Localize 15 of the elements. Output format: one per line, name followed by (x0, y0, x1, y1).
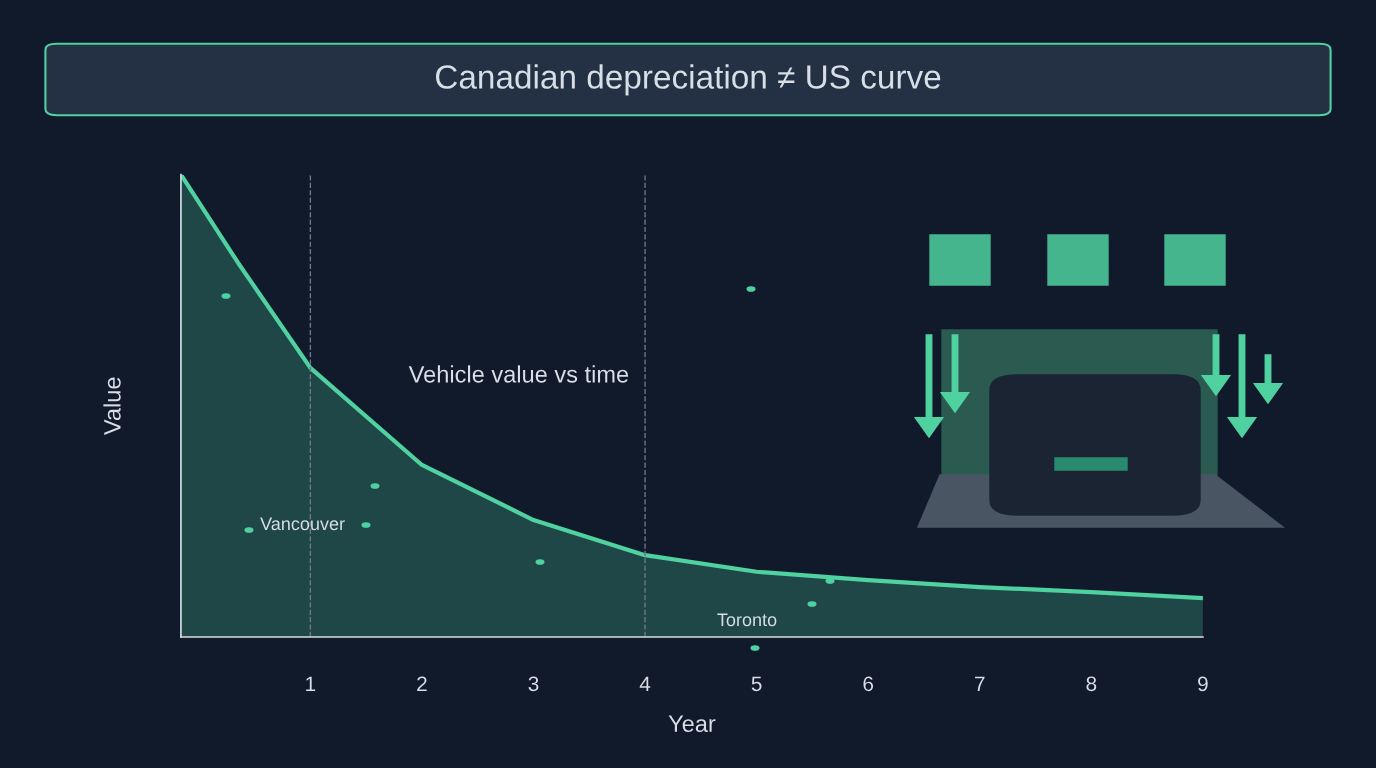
annotation: Vehicle value vs time (408, 365, 629, 383)
x-axis-title: Year (668, 715, 716, 733)
annotation: Toronto (717, 613, 777, 627)
x-tick-label: 2 (417, 676, 427, 691)
x-tick-label: 7 (975, 676, 985, 691)
x-tick-label: 3 (528, 676, 539, 692)
x-tick-label: 4 (639, 676, 651, 691)
x-tick-label: 9 (1198, 676, 1208, 692)
x-tick-label: 5 (751, 676, 762, 692)
y-axis-title: Value (103, 377, 121, 436)
x-tick-label: 6 (863, 676, 874, 692)
chart-title: Canadian depreciation ≠ US curve (435, 64, 941, 96)
annotation: Vancouver (260, 517, 345, 531)
x-tick-label: 8 (1086, 676, 1097, 692)
x-tick-label: 1 (306, 676, 316, 691)
